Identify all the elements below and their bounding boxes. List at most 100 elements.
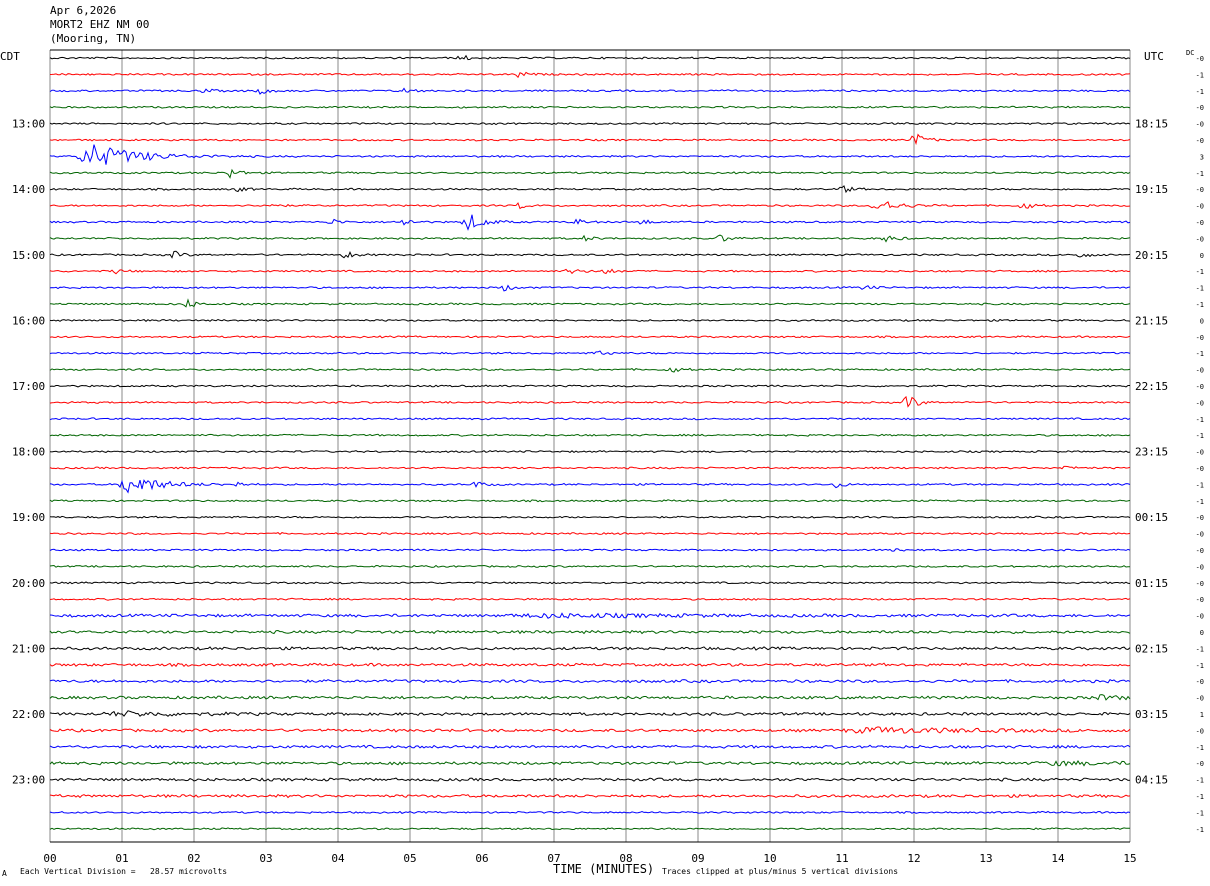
utc-label-0315: 03:15 bbox=[1135, 708, 1168, 721]
dc-offset-row-13: -1 bbox=[1196, 268, 1204, 276]
x-tick-05: 05 bbox=[403, 852, 416, 865]
header-location: (Mooring, TN) bbox=[50, 32, 137, 45]
dc-offset-row-30: -0 bbox=[1196, 547, 1204, 555]
dc-offset-row-32: -0 bbox=[1196, 580, 1204, 588]
trace-row-21 bbox=[49, 395, 1130, 408]
dc-offset-row-45: -1 bbox=[1196, 793, 1204, 801]
trace-row-2 bbox=[49, 87, 1131, 95]
x-tick-12: 12 bbox=[907, 852, 920, 865]
dc-offset-row-28: -0 bbox=[1196, 514, 1204, 522]
dc-offset-row-33: -0 bbox=[1196, 596, 1204, 604]
dc-offset-row-29: -0 bbox=[1196, 531, 1204, 539]
dc-offset-row-17: -0 bbox=[1196, 334, 1204, 342]
utc-label-1815: 18:15 bbox=[1135, 118, 1168, 131]
trace-row-27 bbox=[49, 499, 1131, 503]
trace-row-19 bbox=[49, 367, 1131, 373]
trace-row-12 bbox=[49, 250, 1131, 259]
dc-offset-row-25: -0 bbox=[1196, 465, 1204, 473]
trace-row-15 bbox=[49, 298, 1131, 308]
dc-offset-row-43: -0 bbox=[1196, 760, 1204, 768]
time-gridlines bbox=[49, 49, 1131, 843]
trace-row-36 bbox=[49, 646, 1131, 651]
x-axis-label: TIME (MINUTES) bbox=[553, 862, 655, 876]
trace-row-42 bbox=[49, 744, 1131, 749]
dc-offset-row-40: 1 bbox=[1200, 711, 1204, 719]
x-tick-07: 07 bbox=[547, 852, 560, 865]
trace-row-37 bbox=[49, 662, 1131, 668]
utc-label-2015: 20:15 bbox=[1135, 249, 1168, 262]
trace-row-3 bbox=[49, 105, 1131, 109]
trace-row-35 bbox=[49, 629, 1131, 635]
dc-offset-row-0: -0 bbox=[1196, 55, 1204, 63]
dc-offset-row-19: -0 bbox=[1196, 367, 1204, 375]
trace-row-23 bbox=[49, 433, 1131, 437]
trace-row-41 bbox=[49, 726, 1131, 734]
trace-row-22 bbox=[49, 417, 1131, 421]
trace-row-24 bbox=[49, 450, 1131, 454]
cdt-label-1500: 15:00 bbox=[12, 249, 45, 262]
x-tick-14: 14 bbox=[1051, 852, 1065, 865]
dc-offset-row-9: -0 bbox=[1196, 203, 1204, 211]
cdt-label-2000: 20:00 bbox=[12, 577, 45, 590]
utc-label-1915: 19:15 bbox=[1135, 183, 1168, 196]
right-timezone-label: UTC bbox=[1144, 50, 1164, 63]
dc-offset-row-18: -1 bbox=[1196, 350, 1204, 358]
x-tick-15: 15 bbox=[1123, 852, 1136, 865]
left-timezone-label: CDT bbox=[0, 50, 20, 63]
cdt-label-2200: 22:00 bbox=[12, 708, 45, 721]
dc-offset-row-8: -0 bbox=[1196, 186, 1204, 194]
dc-offset-row-4: -0 bbox=[1196, 121, 1204, 129]
utc-label-0015: 00:15 bbox=[1135, 511, 1168, 524]
cdt-label-1800: 18:00 bbox=[12, 446, 45, 459]
dc-offset-row-41: -0 bbox=[1196, 727, 1204, 735]
trace-row-25 bbox=[49, 465, 1131, 470]
trace-row-32 bbox=[49, 581, 1131, 585]
dc-header-label: DC bbox=[1186, 49, 1195, 57]
header-block: Apr 6,2026 MORT2 EHZ NM 00 (Mooring, TN) bbox=[50, 4, 149, 46]
trace-row-44 bbox=[49, 777, 1131, 782]
x-tick-00: 00 bbox=[43, 852, 56, 865]
utc-label-0115: 01:15 bbox=[1135, 577, 1168, 590]
dc-offset-row-26: -1 bbox=[1196, 481, 1204, 489]
trace-row-20 bbox=[49, 384, 1130, 388]
dc-offset-row-2: -1 bbox=[1196, 88, 1204, 96]
dc-offset-row-27: -1 bbox=[1196, 498, 1204, 506]
cdt-label-2100: 21:00 bbox=[12, 642, 45, 655]
trace-row-0 bbox=[49, 54, 1131, 61]
trace-row-30 bbox=[49, 548, 1131, 552]
cdt-label-1700: 17:00 bbox=[12, 380, 45, 393]
header-date: Apr 6,2026 bbox=[50, 4, 117, 17]
header-station: MORT2 EHZ NM 00 bbox=[50, 18, 150, 31]
trace-row-5 bbox=[49, 133, 1131, 146]
trace-row-26 bbox=[49, 479, 1131, 494]
dc-offset-row-3: -0 bbox=[1196, 104, 1204, 112]
x-tick-labels: 00 01 02 03 04 05 06 07 08 09 10 11 12 13 14 15 bbox=[43, 852, 1136, 865]
trace-row-7 bbox=[49, 168, 1131, 179]
x-tick-09: 09 bbox=[691, 852, 704, 865]
trace-row-47 bbox=[49, 827, 1131, 831]
dc-offset-row-34: -0 bbox=[1196, 613, 1204, 621]
trace-row-13 bbox=[49, 268, 1131, 275]
utc-hour-labels: 18:15 19:15 20:15 21:15 22:15 23:15 00:15 01:15… bbox=[1135, 118, 1168, 787]
cdt-hour-labels: 13:00 14:00 15:00 16:00 17:00 18:00 19:00 20:00… bbox=[12, 118, 45, 787]
dc-offset-row-23: -1 bbox=[1196, 432, 1204, 440]
trace-row-4 bbox=[49, 122, 1131, 126]
scale-note: Each Vertical Division = 28.57 microvolt… bbox=[20, 867, 228, 876]
trace-row-29 bbox=[49, 531, 1131, 536]
x-tick-13: 13 bbox=[979, 852, 992, 865]
dc-offset-row-35: 0 bbox=[1200, 629, 1204, 637]
trace-row-39 bbox=[49, 694, 1131, 701]
dc-offset-row-16: 0 bbox=[1200, 317, 1204, 325]
x-tick-08: 08 bbox=[619, 852, 632, 865]
dc-offset-row-12: 0 bbox=[1200, 252, 1204, 260]
dc-offset-row-46: -1 bbox=[1196, 809, 1204, 817]
trace-row-18 bbox=[49, 350, 1131, 355]
trace-row-11 bbox=[49, 234, 1131, 243]
x-tick-11: 11 bbox=[835, 852, 848, 865]
x-tick-01: 01 bbox=[115, 852, 128, 865]
trace-row-16 bbox=[49, 318, 1131, 322]
trace-row-43 bbox=[49, 760, 1131, 767]
trace-row-46 bbox=[49, 810, 1131, 815]
trace-row-33 bbox=[49, 597, 1131, 601]
